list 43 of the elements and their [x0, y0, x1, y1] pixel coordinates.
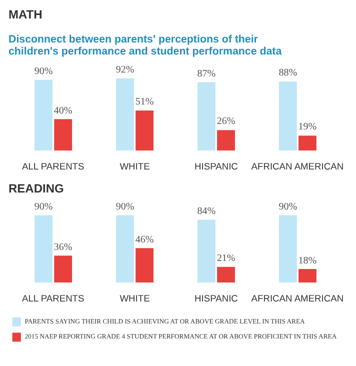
- chart-title: READING: [8, 182, 64, 196]
- data-label: 92%: [116, 64, 134, 76]
- x-tick-label: ALL PARENTS: [22, 294, 84, 304]
- x-tick-label: HISPANIC: [194, 294, 238, 304]
- x-tick-label: AFRICAN AMERICAN: [251, 294, 344, 304]
- data-label: 90%: [116, 202, 134, 213]
- x-tick-label: HISPANIC: [194, 162, 238, 172]
- bar: [54, 256, 72, 282]
- x-tick-label: ALL PARENTS: [22, 162, 84, 172]
- chart-title: Disconnect between parents' perceptions of their children's performance and student performance data: [8, 34, 282, 58]
- bar: [298, 136, 316, 150]
- data-label: 18%: [298, 255, 317, 266]
- data-label: 90%: [278, 202, 298, 213]
- data-label: 46%: [135, 234, 154, 246]
- data-label: 26%: [216, 116, 236, 128]
- x-tick-label: WHITE: [120, 294, 150, 304]
- bar: [136, 110, 154, 150]
- x-tick-label: AFRICAN AMERICAN: [251, 162, 344, 172]
- bar: [54, 119, 72, 150]
- data-label: 90%: [34, 202, 53, 213]
- data-label: 51%: [135, 96, 154, 108]
- data-label: 87%: [197, 68, 216, 80]
- bar: [278, 215, 297, 282]
- bar: [298, 269, 316, 282]
- bar: [116, 78, 134, 150]
- data-label: 88%: [278, 68, 298, 79]
- bar: [217, 130, 235, 150]
- data-label: 19%: [298, 122, 317, 133]
- chart-subtitle: MATH: [8, 8, 42, 22]
- data-label: 36%: [54, 242, 72, 253]
- bar: [136, 248, 154, 282]
- data-label: 90%: [34, 66, 53, 78]
- data-label: 40%: [54, 105, 72, 116]
- bar: [34, 80, 52, 150]
- bar: [217, 266, 235, 282]
- data-label: 21%: [216, 253, 236, 264]
- x-tick-label: WHITE: [120, 162, 150, 172]
- bar: [197, 82, 216, 150]
- bar: [116, 215, 134, 282]
- bar: [278, 82, 297, 150]
- bar: [197, 220, 216, 282]
- bar: [34, 215, 52, 282]
- data-label: 84%: [197, 206, 216, 218]
